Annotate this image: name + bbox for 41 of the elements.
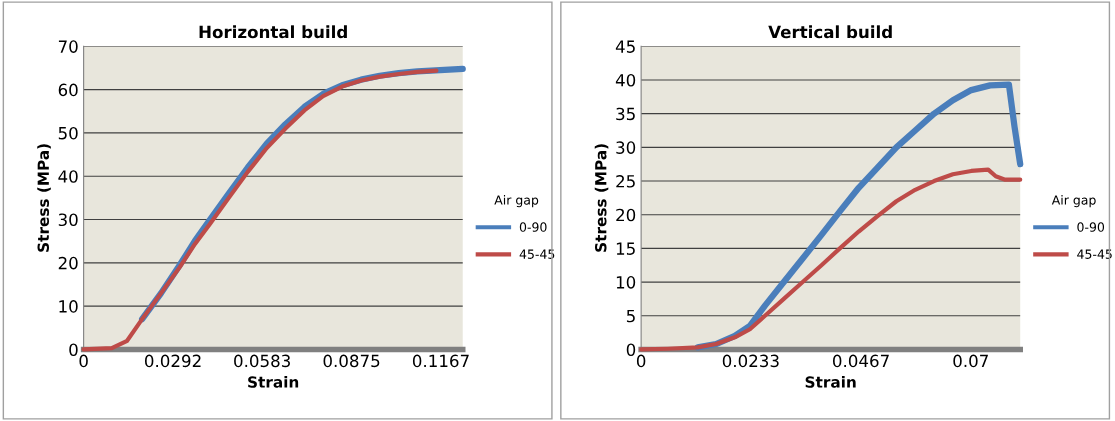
legend-label: 45-45 <box>1077 249 1112 259</box>
y-tick-label: 50 <box>58 126 78 140</box>
y-tick-label: 70 <box>58 40 78 53</box>
y-tick-label: 40 <box>58 170 78 183</box>
y-tick-label: 60 <box>58 83 78 97</box>
x-tick-label: 0 <box>79 354 88 368</box>
chart-title: Vertical build <box>768 25 892 39</box>
y-tick-label: 25 <box>616 174 635 188</box>
y-axis-title: Stress (MPa) <box>37 144 51 252</box>
y-tick-label: 0 <box>69 343 78 356</box>
x-tick-label: 0.0292 <box>144 354 201 368</box>
line-series <box>639 167 1023 352</box>
y-tick-label: 40 <box>615 73 636 87</box>
chart-title: Horizontal build <box>199 25 347 39</box>
x-axis-title: Strain <box>805 375 856 388</box>
y-tick-label: 0 <box>626 343 636 356</box>
x-axis-title: Strain <box>248 375 299 388</box>
x-tick-label: 0.07 <box>953 354 988 368</box>
y-tick-label: 5 <box>626 309 635 323</box>
legend-label: 0-90 <box>1077 222 1105 232</box>
x-tick-label: 0.0583 <box>234 354 290 368</box>
x-tick-label: 0.0233 <box>722 354 779 368</box>
legend-title: Air gap <box>1051 195 1096 208</box>
legend-label: 45-45 <box>519 249 555 259</box>
x-tick-label: 0 <box>636 354 646 368</box>
y-tick-label: 15 <box>616 242 635 255</box>
y-tick-label: 20 <box>616 208 636 222</box>
y-axis-title: Stress (MPa) <box>594 144 609 252</box>
y-tick-label: 45 <box>615 40 635 53</box>
x-tick-label: 0.0875 <box>323 354 380 368</box>
y-tick-label: 10 <box>59 300 78 313</box>
x-tick-label: 0.0467 <box>832 354 889 368</box>
legend-title: Air gap <box>494 195 539 208</box>
y-tick-label: 10 <box>616 276 636 289</box>
y-tick-label: 30 <box>58 213 78 227</box>
y-tick-label: 35 <box>616 107 635 121</box>
x-tick-label: 0.1167 <box>412 354 469 368</box>
legend-label: 0-90 <box>519 222 547 232</box>
y-tick-label: 30 <box>616 141 636 154</box>
y-tick-label: 20 <box>58 256 78 270</box>
line-series <box>81 68 439 352</box>
